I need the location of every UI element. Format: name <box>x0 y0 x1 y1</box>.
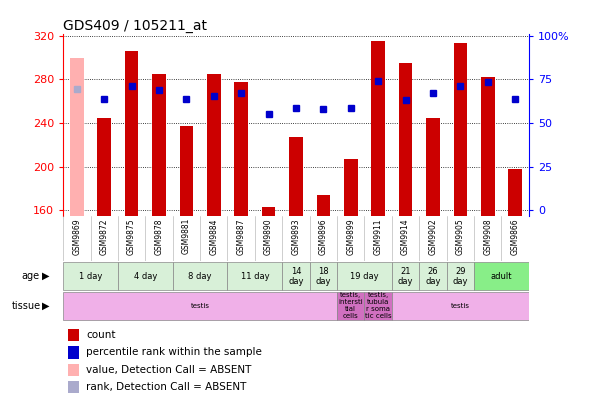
Text: tissue: tissue <box>12 301 41 311</box>
Text: testis: testis <box>451 303 470 309</box>
Text: 11 day: 11 day <box>240 272 269 281</box>
FancyBboxPatch shape <box>282 262 310 290</box>
FancyBboxPatch shape <box>63 292 337 320</box>
Text: GSM9881: GSM9881 <box>182 218 191 255</box>
Text: value, Detection Call = ABSENT: value, Detection Call = ABSENT <box>87 365 252 375</box>
Bar <box>344 159 358 216</box>
Bar <box>426 118 440 216</box>
Text: GSM9872: GSM9872 <box>100 218 109 255</box>
Text: GSM9902: GSM9902 <box>429 218 438 255</box>
FancyBboxPatch shape <box>474 262 529 290</box>
Bar <box>262 207 275 216</box>
Text: GSM9866: GSM9866 <box>511 218 520 255</box>
Text: ▶: ▶ <box>42 301 49 311</box>
Bar <box>68 364 79 376</box>
FancyBboxPatch shape <box>63 262 118 290</box>
FancyBboxPatch shape <box>337 262 392 290</box>
FancyBboxPatch shape <box>364 292 392 320</box>
FancyBboxPatch shape <box>419 262 447 290</box>
FancyBboxPatch shape <box>337 292 364 320</box>
Text: 18
day: 18 day <box>316 267 331 286</box>
Bar <box>371 41 385 216</box>
Text: GSM9911: GSM9911 <box>374 218 383 255</box>
Bar <box>207 74 221 216</box>
Bar <box>289 137 303 216</box>
Text: GSM9887: GSM9887 <box>237 218 246 255</box>
Text: 4 day: 4 day <box>133 272 157 281</box>
FancyBboxPatch shape <box>310 262 337 290</box>
Bar <box>97 118 111 216</box>
Text: age: age <box>21 271 39 281</box>
Text: 1 day: 1 day <box>79 272 102 281</box>
Text: GSM9896: GSM9896 <box>319 218 328 255</box>
Text: rank, Detection Call = ABSENT: rank, Detection Call = ABSENT <box>87 382 247 392</box>
Text: GSM9899: GSM9899 <box>346 218 355 255</box>
Bar <box>152 74 166 216</box>
Bar <box>70 58 84 216</box>
FancyBboxPatch shape <box>172 262 228 290</box>
Text: 8 day: 8 day <box>188 272 212 281</box>
Text: 19 day: 19 day <box>350 272 379 281</box>
FancyBboxPatch shape <box>228 262 282 290</box>
Bar <box>125 51 138 216</box>
Text: 14
day: 14 day <box>288 267 304 286</box>
Bar <box>68 329 79 341</box>
Text: GSM9875: GSM9875 <box>127 218 136 255</box>
Text: testis,
intersti
tial
cells: testis, intersti tial cells <box>338 292 363 320</box>
Text: 26
day: 26 day <box>426 267 441 286</box>
Text: GDS409 / 105211_at: GDS409 / 105211_at <box>63 19 207 32</box>
FancyBboxPatch shape <box>392 262 419 290</box>
Text: percentile rank within the sample: percentile rank within the sample <box>87 347 262 358</box>
Text: GSM9869: GSM9869 <box>72 218 81 255</box>
Bar <box>68 346 79 359</box>
Text: 21
day: 21 day <box>398 267 413 286</box>
Bar <box>234 82 248 216</box>
Text: GSM9878: GSM9878 <box>154 218 163 255</box>
FancyBboxPatch shape <box>392 292 529 320</box>
Text: GSM9914: GSM9914 <box>401 218 410 255</box>
Bar <box>481 77 495 216</box>
Bar <box>508 169 522 216</box>
Bar <box>317 195 330 216</box>
Bar <box>180 126 194 216</box>
Text: GSM9884: GSM9884 <box>209 218 218 255</box>
Text: GSM9908: GSM9908 <box>483 218 492 255</box>
Text: testis,
tubula
r soma
tic cells: testis, tubula r soma tic cells <box>365 292 391 320</box>
Text: GSM9893: GSM9893 <box>291 218 300 255</box>
Text: GSM9890: GSM9890 <box>264 218 273 255</box>
Text: count: count <box>87 330 116 340</box>
Text: ▶: ▶ <box>42 271 49 281</box>
Text: testis: testis <box>191 303 210 309</box>
FancyBboxPatch shape <box>118 262 172 290</box>
Bar <box>454 44 467 216</box>
Bar <box>398 63 412 216</box>
Text: GSM9905: GSM9905 <box>456 218 465 255</box>
Bar <box>68 381 79 393</box>
Text: 29
day: 29 day <box>453 267 468 286</box>
FancyBboxPatch shape <box>447 262 474 290</box>
Text: adult: adult <box>491 272 512 281</box>
